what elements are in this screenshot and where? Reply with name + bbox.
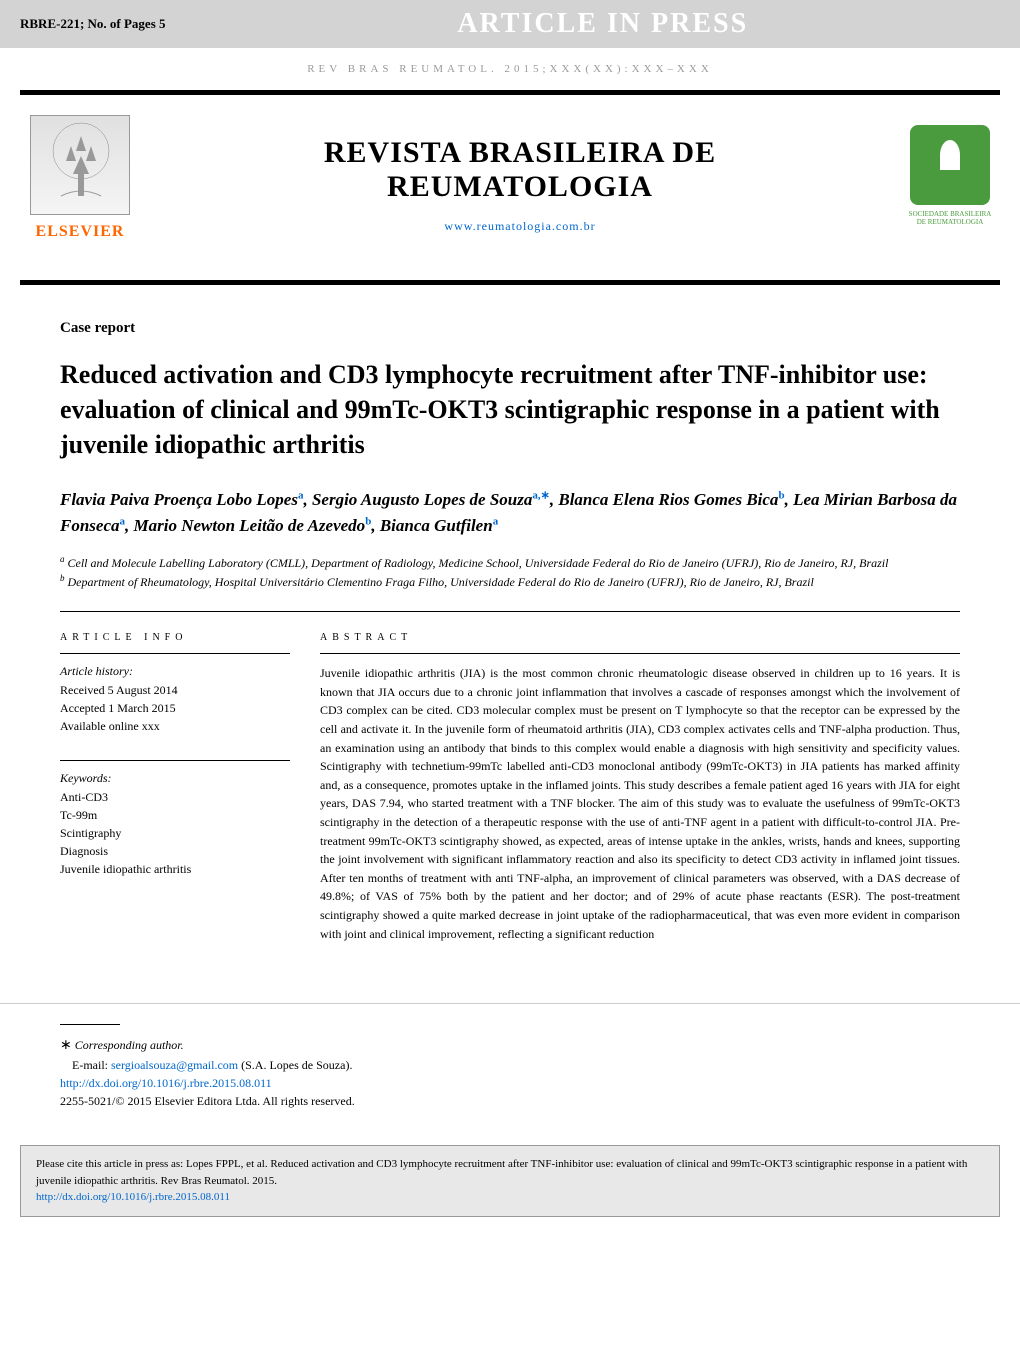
- article-title: Reduced activation and CD3 lymphocyte re…: [60, 357, 960, 462]
- history-items: Received 5 August 2014Accepted 1 March 2…: [60, 681, 290, 735]
- footer: ∗ Corresponding author. E-mail: sergioal…: [0, 1003, 1020, 1130]
- history-item: Available online xxx: [60, 717, 290, 735]
- journal-title-line1: REVISTA BRASILEIRA DE: [160, 136, 880, 170]
- article-info-sidebar: article info Article history: Received 5…: [60, 632, 290, 943]
- affiliation-item: a Cell and Molecule Labelling Laboratory…: [60, 553, 960, 572]
- footer-rule: [60, 1024, 120, 1025]
- journal-title-line2: REUMATOLOGIA: [160, 170, 880, 204]
- copyright-line: 2255-5021/© 2015 Elsevier Editora Ltda. …: [60, 1092, 960, 1110]
- keyword-item: Tc-99m: [60, 806, 290, 824]
- doi-link[interactable]: http://dx.doi.org/10.1016/j.rbre.2015.08…: [60, 1076, 272, 1090]
- sidebar-divider: [60, 653, 290, 654]
- affiliations: a Cell and Molecule Labelling Laboratory…: [60, 553, 960, 591]
- keyword-item: Diagnosis: [60, 842, 290, 860]
- journal-title-block: REVISTA BRASILEIRA DE REUMATOLOGIA www.r…: [160, 136, 880, 234]
- article-info-heading: article info: [60, 632, 290, 643]
- main-content: Case report Reduced activation and CD3 l…: [0, 285, 1020, 963]
- keywords-block: Keywords: Anti-CD3Tc-99mScintigraphyDiag…: [60, 760, 290, 878]
- keyword-items: Anti-CD3Tc-99mScintigraphyDiagnosisJuven…: [60, 788, 290, 878]
- sidebar-divider-2: [60, 760, 290, 761]
- society-text: SOCIEDADE BRASILEIRA DE REUMATOLOGIA: [909, 210, 992, 227]
- keyword-item: Scintigraphy: [60, 824, 290, 842]
- keyword-item: Juvenile idiopathic arthritis: [60, 860, 290, 878]
- journal-header: ELSEVIER REVISTA BRASILEIRA DE REUMATOLO…: [0, 95, 1020, 275]
- history-label: Article history:: [60, 664, 290, 679]
- keywords-label: Keywords:: [60, 771, 290, 786]
- article-id: RBRE-221; No. of Pages 5: [20, 16, 166, 32]
- society-logo: SOCIEDADE BRASILEIRA DE REUMATOLOGIA: [900, 125, 1000, 245]
- citation-doi-link[interactable]: http://dx.doi.org/10.1016/j.rbre.2015.08…: [36, 1191, 230, 1203]
- elsevier-text: ELSEVIER: [36, 223, 125, 241]
- history-item: Received 5 August 2014: [60, 681, 290, 699]
- abstract-divider: [320, 653, 960, 654]
- corresp-star-icon: ∗: [60, 1038, 72, 1053]
- abstract-text: Juvenile idiopathic arthritis (JIA) is t…: [320, 664, 960, 943]
- journal-reference: REV BRAS REUMATOL. 2015;xxx(xx):xxx–xxx: [0, 63, 1020, 75]
- keyword-item: Anti-CD3: [60, 788, 290, 806]
- top-bar: RBRE-221; No. of Pages 5 ARTICLE IN PRES…: [0, 0, 1020, 48]
- citation-box: Please cite this article in press as: Lo…: [20, 1145, 1000, 1217]
- article-body: article info Article history: Received 5…: [60, 611, 960, 943]
- elsevier-tree-icon: [30, 115, 130, 215]
- email-link[interactable]: sergioalsouza@gmail.com: [111, 1058, 238, 1072]
- doi-line: http://dx.doi.org/10.1016/j.rbre.2015.08…: [60, 1074, 960, 1092]
- corresponding-author: ∗ Corresponding author.: [60, 1035, 960, 1056]
- email-label: E-mail:: [72, 1058, 108, 1072]
- elsevier-logo: ELSEVIER: [20, 115, 140, 255]
- email-author: (S.A. Lopes de Souza).: [241, 1058, 352, 1072]
- corresp-label: Corresponding author.: [75, 1038, 184, 1052]
- abstract-column: abstract Juvenile idiopathic arthritis (…: [320, 632, 960, 943]
- article-in-press-banner: ARTICLE IN PRESS: [206, 8, 1000, 40]
- history-item: Accepted 1 March 2015: [60, 699, 290, 717]
- authors-list: Flavia Paiva Proença Lobo Lopesa, Sergio…: [60, 487, 960, 538]
- society-icon: [910, 125, 990, 205]
- affiliation-item: b Department of Rheumatology, Hospital U…: [60, 572, 960, 591]
- email-line: E-mail: sergioalsouza@gmail.com (S.A. Lo…: [60, 1056, 960, 1074]
- abstract-heading: abstract: [320, 632, 960, 643]
- article-type: Case report: [60, 320, 960, 337]
- citation-text: Please cite this article in press as: Lo…: [36, 1158, 967, 1187]
- journal-url-link[interactable]: www.reumatologia.com.br: [160, 219, 880, 234]
